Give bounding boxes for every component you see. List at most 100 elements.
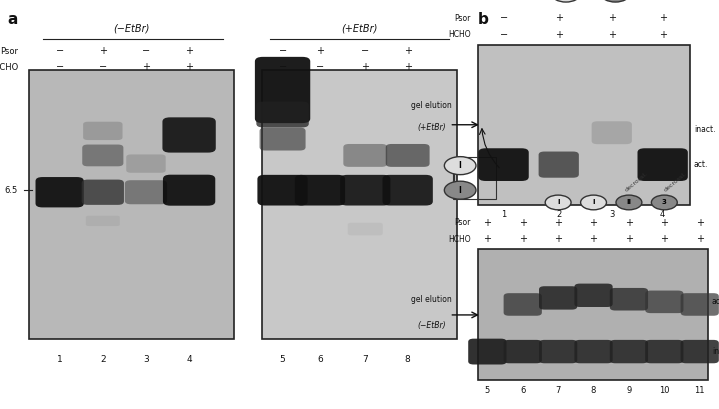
- Text: gel elution: gel elution: [411, 295, 452, 304]
- Text: +: +: [555, 13, 563, 23]
- FancyBboxPatch shape: [468, 339, 506, 364]
- Text: +: +: [518, 218, 527, 228]
- Text: −: −: [316, 63, 324, 72]
- Text: 1: 1: [57, 355, 63, 364]
- FancyBboxPatch shape: [255, 57, 310, 123]
- Text: −: −: [361, 46, 370, 56]
- Text: 3: 3: [609, 210, 615, 219]
- Text: +: +: [483, 234, 491, 244]
- Text: 7: 7: [556, 386, 561, 395]
- FancyBboxPatch shape: [539, 286, 577, 310]
- FancyBboxPatch shape: [645, 340, 684, 363]
- Text: +: +: [483, 218, 491, 228]
- Bar: [453, 157, 496, 199]
- Circle shape: [444, 181, 476, 199]
- Circle shape: [601, 0, 630, 2]
- FancyBboxPatch shape: [574, 283, 613, 307]
- Text: −: −: [278, 46, 287, 56]
- Text: +: +: [142, 63, 150, 72]
- Text: 11: 11: [695, 386, 705, 395]
- Text: +: +: [554, 234, 562, 244]
- Text: 8: 8: [591, 386, 596, 395]
- Text: −: −: [278, 63, 287, 72]
- FancyBboxPatch shape: [681, 340, 719, 363]
- Text: 10: 10: [659, 386, 669, 395]
- Text: +: +: [608, 30, 615, 40]
- FancyBboxPatch shape: [574, 340, 613, 363]
- Text: b: b: [478, 12, 489, 27]
- Text: +: +: [403, 63, 412, 72]
- Bar: [262, 70, 457, 339]
- Text: −: −: [55, 46, 64, 56]
- Text: inact.: inact.: [694, 125, 715, 134]
- FancyBboxPatch shape: [503, 293, 542, 316]
- Text: 3: 3: [143, 355, 149, 364]
- Text: +: +: [185, 46, 193, 56]
- Text: +: +: [608, 13, 615, 23]
- FancyBboxPatch shape: [125, 180, 167, 204]
- Text: 2: 2: [100, 355, 106, 364]
- Bar: [478, 45, 690, 205]
- FancyBboxPatch shape: [348, 223, 383, 235]
- FancyBboxPatch shape: [83, 122, 122, 140]
- Text: +: +: [660, 234, 669, 244]
- Text: HCHO: HCHO: [0, 63, 18, 72]
- Text: +: +: [696, 218, 704, 228]
- FancyBboxPatch shape: [257, 175, 308, 205]
- Circle shape: [580, 195, 606, 210]
- Circle shape: [551, 0, 580, 2]
- Text: Psor: Psor: [454, 218, 471, 227]
- Text: inact.: inact.: [712, 347, 719, 356]
- Text: (+EtBr): (+EtBr): [417, 124, 446, 133]
- Text: (−EtBr): (−EtBr): [114, 24, 150, 34]
- Circle shape: [651, 195, 677, 210]
- Text: decrossl.: decrossl.: [663, 171, 687, 193]
- Text: +: +: [316, 46, 324, 56]
- Text: a: a: [7, 12, 17, 27]
- Circle shape: [444, 157, 476, 175]
- Bar: [29, 70, 234, 339]
- Text: Psor: Psor: [454, 14, 471, 23]
- FancyBboxPatch shape: [162, 117, 216, 153]
- Text: decrossl.: decrossl.: [624, 171, 649, 193]
- Text: +: +: [625, 234, 633, 244]
- FancyBboxPatch shape: [163, 175, 215, 206]
- Text: +: +: [554, 218, 562, 228]
- Text: 4: 4: [186, 355, 192, 364]
- Text: −: −: [99, 63, 107, 72]
- FancyBboxPatch shape: [260, 128, 306, 151]
- Text: +: +: [403, 46, 412, 56]
- Text: 8: 8: [405, 355, 411, 364]
- Text: act.: act.: [712, 297, 719, 306]
- FancyBboxPatch shape: [86, 216, 120, 226]
- Circle shape: [545, 195, 571, 210]
- Text: (−EtBr): (−EtBr): [417, 321, 446, 330]
- FancyBboxPatch shape: [503, 340, 542, 363]
- Text: HCHO: HCHO: [449, 30, 471, 39]
- FancyBboxPatch shape: [35, 177, 84, 207]
- Text: +: +: [518, 234, 527, 244]
- Text: +: +: [99, 46, 107, 56]
- FancyBboxPatch shape: [385, 144, 429, 167]
- FancyBboxPatch shape: [478, 148, 528, 181]
- Text: −: −: [500, 13, 508, 23]
- Text: −: −: [55, 63, 64, 72]
- Text: 4: 4: [660, 210, 665, 219]
- FancyBboxPatch shape: [592, 121, 632, 144]
- FancyBboxPatch shape: [127, 155, 165, 173]
- Text: 5: 5: [485, 386, 490, 395]
- Text: +: +: [590, 234, 597, 244]
- FancyBboxPatch shape: [82, 144, 124, 166]
- Text: gel elution: gel elution: [411, 101, 452, 110]
- Text: +: +: [660, 218, 669, 228]
- FancyBboxPatch shape: [539, 340, 577, 363]
- FancyBboxPatch shape: [645, 290, 684, 313]
- Text: +: +: [659, 30, 667, 40]
- FancyBboxPatch shape: [610, 340, 648, 363]
- Text: 6: 6: [520, 386, 526, 395]
- Text: Psor: Psor: [0, 47, 18, 56]
- Text: II: II: [626, 200, 631, 205]
- Text: 9: 9: [626, 386, 631, 395]
- Text: +: +: [659, 13, 667, 23]
- Text: 6.5: 6.5: [5, 186, 18, 195]
